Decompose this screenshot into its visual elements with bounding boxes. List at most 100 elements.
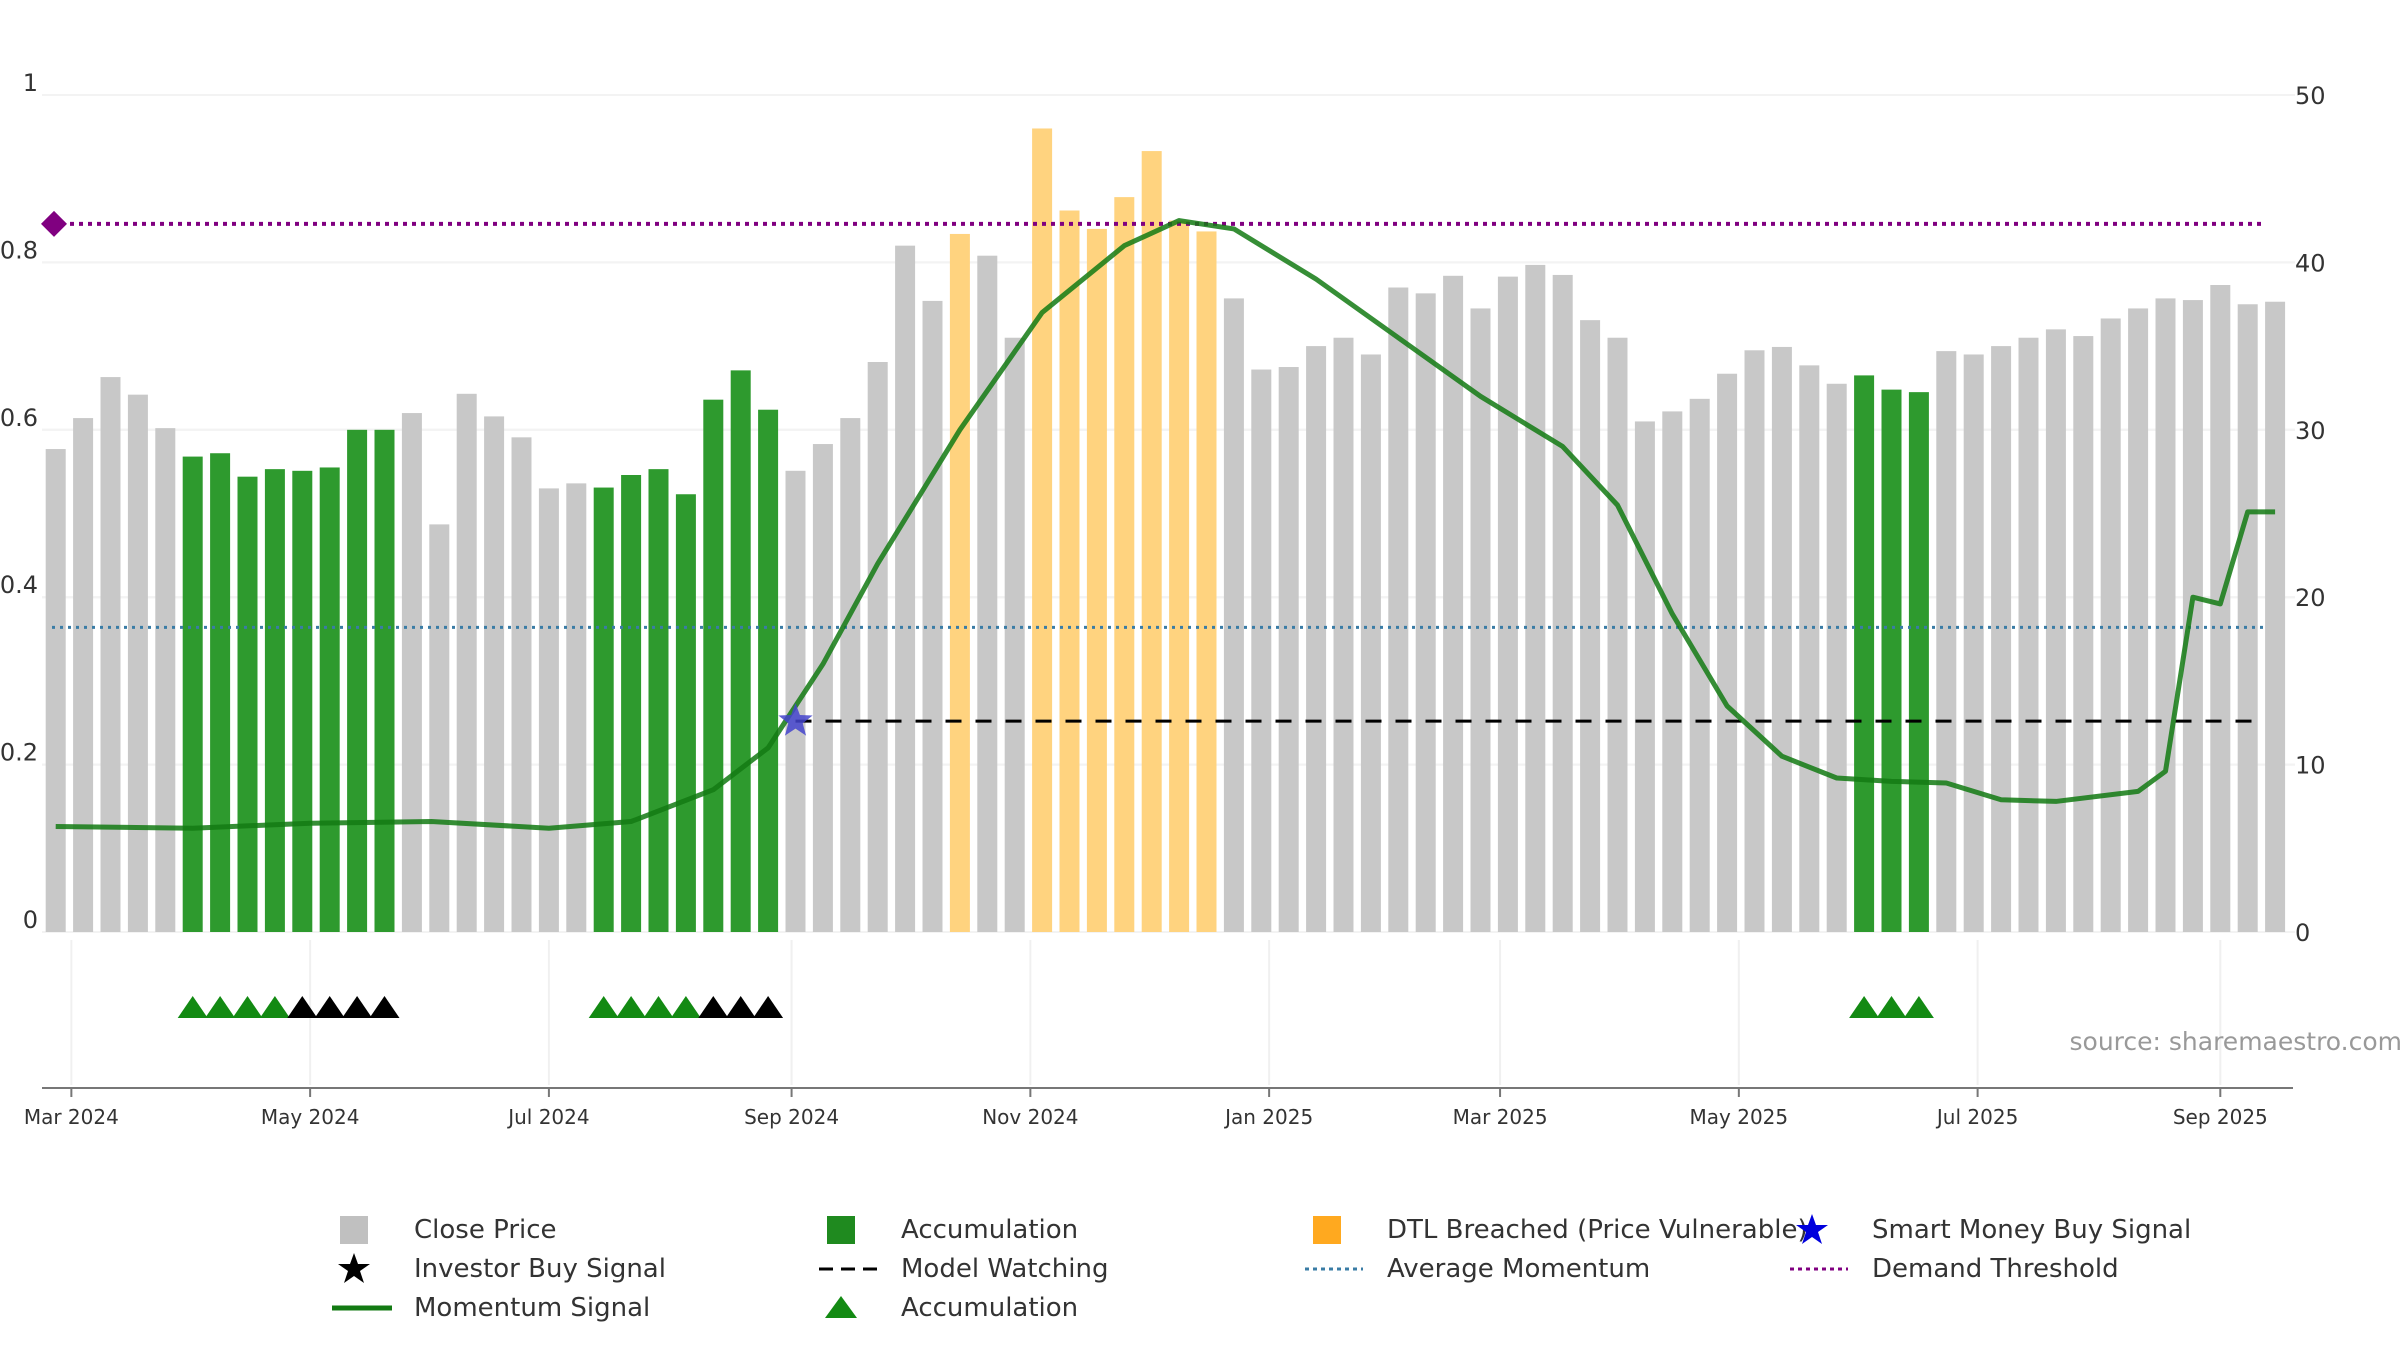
legend-average-momentum: Average Momentum: [1303, 1253, 1650, 1285]
investor-buy-triangle: [753, 996, 784, 1018]
accumulation-bar-swatch-icon: [817, 1214, 897, 1246]
legend-label: Model Watching: [901, 1254, 1109, 1284]
price-bar: [2155, 298, 2176, 932]
dtl-swatch-icon: [1303, 1214, 1383, 1246]
price-bar: [1662, 411, 1683, 932]
legend-model-watching: Model Watching: [817, 1253, 1108, 1285]
price-bar: [1251, 369, 1272, 932]
right-axis: 0 10 20 30 40 50: [2295, 82, 2326, 947]
left-axis: 0 0.2 0.4 0.6 0.8 1: [0, 69, 38, 934]
investor-buy-triangle: [369, 996, 400, 1018]
legend-label: Smart Money Buy Signal: [1872, 1215, 2192, 1245]
y-left-tick-label: 1: [23, 69, 38, 97]
investor-buy-triangle: [725, 996, 756, 1018]
price-bar: [1881, 389, 1902, 932]
black-star-icon: [330, 1253, 410, 1285]
price-bar: [401, 413, 422, 932]
y-right-tick-label: 40: [2295, 249, 2326, 277]
price-bar: [2182, 300, 2203, 932]
price-bar: [1470, 308, 1491, 932]
price-bar: [1169, 220, 1190, 933]
price-bar: [840, 418, 861, 932]
price-bar: [2265, 301, 2286, 932]
y-left-tick-label: 0: [23, 906, 38, 934]
x-tick-label: Mar 2024: [24, 1105, 119, 1129]
legend-label: Investor Buy Signal: [414, 1254, 666, 1284]
demand-threshold-marker: [41, 210, 67, 237]
price-bar: [1196, 231, 1217, 932]
price-bar: [1799, 365, 1820, 932]
accumulation-triangle: [259, 996, 290, 1018]
x-tick-label: Mar 2025: [1453, 1105, 1548, 1129]
price-bar: [182, 456, 203, 932]
smart-money-buy-star: [778, 703, 813, 736]
legend-momentum-signal: Momentum Signal: [330, 1292, 650, 1324]
price-bar: [1306, 346, 1327, 933]
price-bar: [1634, 421, 1655, 932]
x-tick-label: Jul 2025: [1935, 1105, 2018, 1129]
price-bar: [2128, 308, 2149, 932]
price-bar: [785, 470, 806, 932]
price-bar: [1388, 287, 1409, 932]
momentum-signal-line: [55, 218, 2276, 831]
y-left-tick-label: 0.6: [0, 404, 38, 432]
y-left-tick-label: 0.8: [0, 236, 38, 264]
price-bar: [1360, 354, 1381, 933]
price-bar: [867, 362, 888, 932]
accumulation-triangle: [670, 996, 701, 1018]
price-bar: [1333, 337, 1354, 933]
legend-label: Average Momentum: [1387, 1254, 1651, 1284]
price-bar: [347, 429, 368, 932]
price-bar: [429, 524, 450, 932]
price-bar: [922, 300, 943, 933]
price-bar: [264, 469, 285, 932]
accumulation-triangle: [232, 996, 263, 1018]
price-bar: [1059, 210, 1080, 933]
x-tick-label: Sep 2024: [744, 1105, 839, 1129]
price-bar: [2100, 318, 2121, 932]
legend-accumulation-bar: Accumulation: [817, 1214, 1078, 1246]
price-bar: [1223, 298, 1244, 932]
investor-buy-triangle: [287, 996, 318, 1018]
y-right-tick-label: 0: [2295, 919, 2310, 947]
legend-demand-threshold: Demand Threshold: [1788, 1253, 2119, 1285]
legend: Close Price Accumulation DTL Breached (P…: [330, 1200, 2230, 1330]
price-bar: [511, 437, 532, 932]
price-bar: [812, 444, 833, 932]
accumulation-triangle: [1849, 996, 1880, 1018]
price-bar: [1908, 392, 1929, 932]
close-price-swatch-icon: [330, 1214, 410, 1246]
price-bar: [977, 255, 998, 933]
legend-label: Momentum Signal: [414, 1293, 651, 1323]
legend-accumulation-marker: Accumulation: [817, 1292, 1078, 1324]
price-bar: [675, 494, 696, 932]
accumulation-triangle: [643, 996, 674, 1018]
x-axis: Mar 2024 May 2024 Jul 2024 Sep 2024 Nov 2024…: [24, 1087, 2293, 1129]
legend-dtl: DTL Breached (Price Vulnerable): [1303, 1214, 1808, 1246]
price-bar: [538, 488, 559, 932]
blue-star-icon: [1788, 1214, 1868, 1246]
price-bar: [648, 469, 669, 932]
price-bar: [1415, 293, 1436, 932]
price-bar: [621, 474, 642, 932]
legend-label: Close Price: [414, 1215, 557, 1245]
price-bar: [1744, 350, 1765, 932]
price-bar: [593, 487, 614, 932]
y-right-tick-label: 50: [2295, 82, 2326, 110]
price-bar: [1607, 337, 1628, 933]
price-bar: [1086, 228, 1107, 933]
price-bar: [73, 418, 94, 932]
accumulation-triangle: [205, 996, 236, 1018]
dashed-line-icon: [817, 1253, 897, 1285]
x-tick-label: Jan 2025: [1223, 1105, 1313, 1129]
price-bar: [1141, 151, 1162, 933]
legend-close-price: Close Price: [330, 1214, 557, 1246]
accumulation-triangle: [177, 996, 208, 1018]
momentum-line-group: [55, 218, 2276, 831]
y-left-tick-label: 0.2: [0, 739, 38, 767]
accumulation-triangle: [1876, 996, 1907, 1018]
y-left-tick-label: 0.4: [0, 571, 38, 599]
price-bar: [949, 233, 970, 932]
legend-smart-money: Smart Money Buy Signal: [1788, 1214, 2191, 1246]
